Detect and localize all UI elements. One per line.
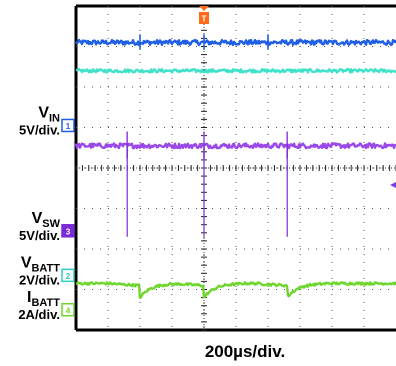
grid xyxy=(74,4,396,332)
timebase-label: 200µs/div. xyxy=(205,342,285,361)
trigger-arrow xyxy=(199,6,209,11)
channel-name: IBATT xyxy=(27,289,60,309)
channel-marker: 3 xyxy=(61,224,75,238)
channel-marker-id: 4 xyxy=(66,306,71,315)
channel-marker-id: 1 xyxy=(66,122,71,131)
trigger-label: T xyxy=(202,15,207,24)
channel-marker-id: 2 xyxy=(66,272,71,281)
channel-scale: 2V/div. xyxy=(19,272,60,287)
channel-name: VIN xyxy=(38,104,60,124)
channel-marker: 1 xyxy=(61,118,75,133)
traces xyxy=(74,34,396,299)
channel-name: VBATT xyxy=(21,254,60,274)
channel-marker-box xyxy=(61,224,75,238)
channel-marker: 2 xyxy=(61,268,75,283)
trace-line xyxy=(75,281,396,299)
trace-line xyxy=(75,67,396,74)
channel-marker-box xyxy=(61,118,75,133)
channel-labels: 1VIN5V/div.3VSW5V/div.2VBATT2V/div.4IBAT… xyxy=(18,104,396,322)
channel-scale: 2A/div. xyxy=(18,307,60,322)
channel-scale: 5V/div. xyxy=(19,228,60,243)
trigger-level-arrow xyxy=(390,182,396,188)
trigger-box xyxy=(199,12,209,24)
channel-marker-box xyxy=(61,303,75,317)
trace-line xyxy=(74,38,396,47)
trigger-marker: T xyxy=(199,6,209,24)
channel-marker: 4 xyxy=(61,303,75,317)
channel-marker-box xyxy=(61,268,75,283)
channel-scale: 5V/div. xyxy=(19,122,60,137)
trace-line xyxy=(74,142,396,150)
channel-name: VSW xyxy=(32,210,61,230)
channel-marker-id: 3 xyxy=(66,227,71,236)
